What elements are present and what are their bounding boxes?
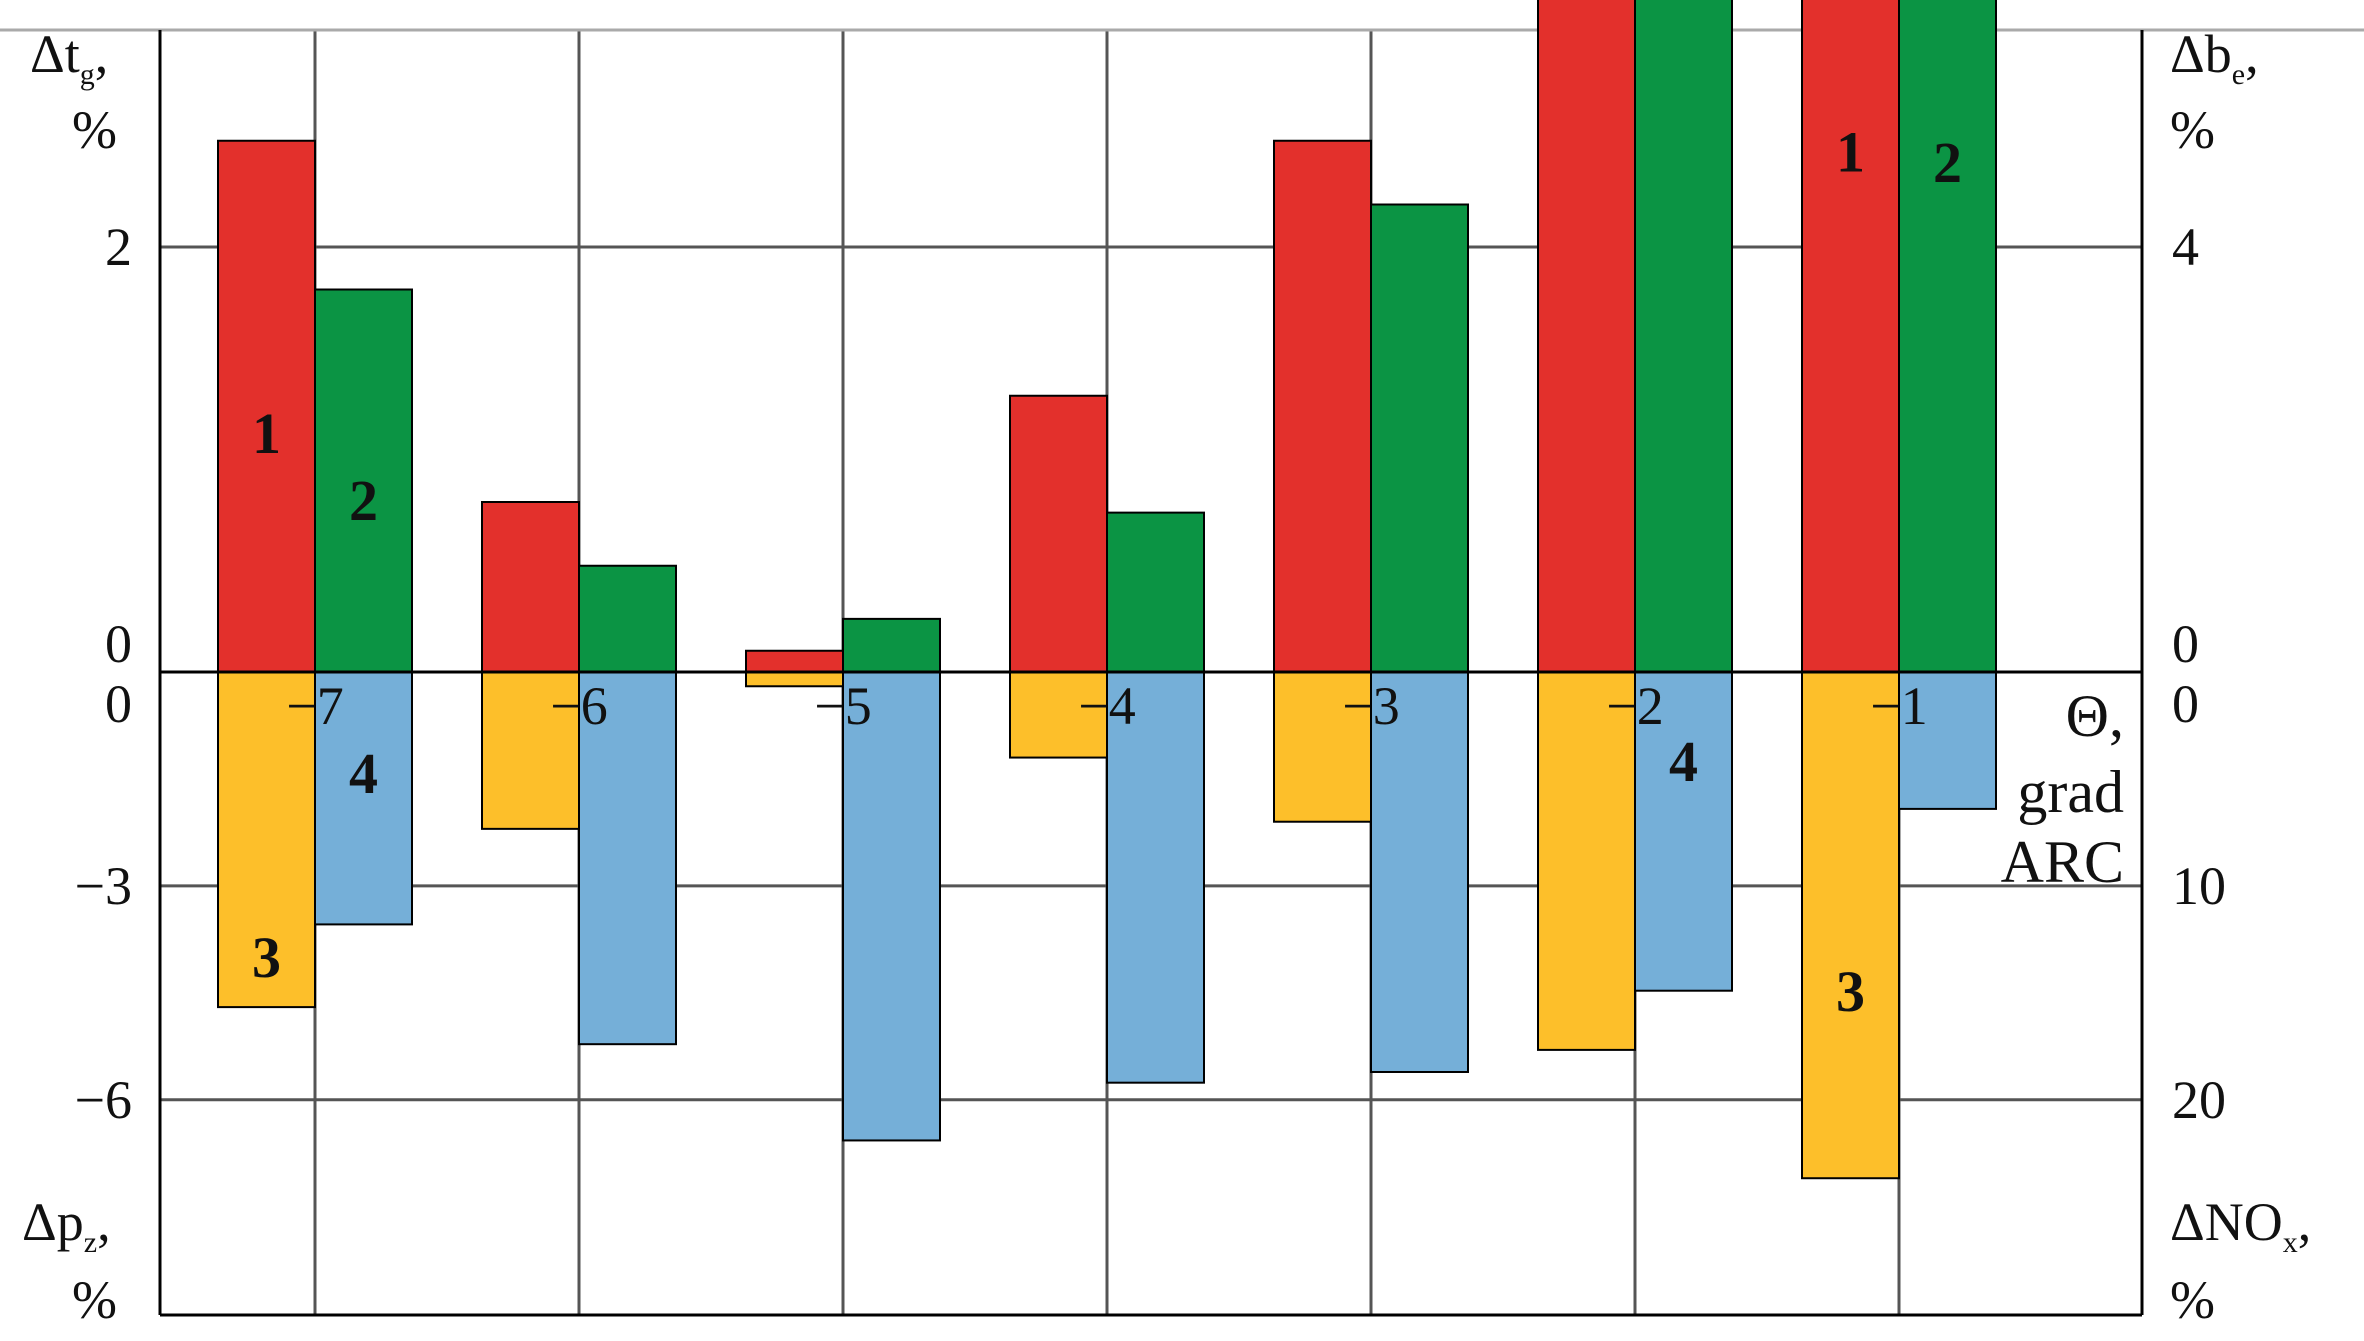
bar-series-2 — [314, 288, 413, 673]
plot-frame — [158, 30, 2144, 1317]
bar-number-label: 4 — [349, 741, 378, 806]
bar-series-2 — [1898, 0, 1997, 673]
left-bottom-axis-title: Δpz, — [22, 1192, 111, 1259]
bar-series-3 — [1537, 671, 1636, 1051]
bar-series-3 — [1801, 671, 1900, 1180]
bar-number-label: 1 — [1836, 119, 1865, 184]
bar-series-1 — [1009, 394, 1108, 673]
right-bottom-tick-label: 10 — [2172, 856, 2226, 916]
left-bottom-axis-title-tail: , — [97, 1192, 111, 1252]
left-bottom-axis-unit: % — [72, 1270, 117, 1330]
left-bottom-axis-title-sub: z — [84, 1226, 97, 1259]
x-tick-label: −5 — [814, 676, 871, 736]
left-bottom-axis-title-main: Δp — [22, 1192, 84, 1252]
left-top-tick-label: 2 — [105, 217, 132, 277]
bar-series-1 — [217, 139, 316, 673]
right-bottom-axis-title-sub: x — [2283, 1226, 2298, 1259]
right-top-tick-label: 4 — [2172, 217, 2199, 277]
x-tick-label: −6 — [550, 676, 607, 736]
x-tick-label: −1 — [1870, 676, 1927, 736]
left-top-axis-unit: % — [72, 100, 117, 160]
bar-series-1 — [745, 649, 844, 673]
left-bottom-tick-label: −6 — [75, 1070, 132, 1130]
bar-series-4 — [1106, 671, 1205, 1084]
bar-series-4 — [314, 671, 413, 926]
bar-number-label: 3 — [252, 925, 281, 990]
bar-number-label: 3 — [1836, 959, 1865, 1024]
right-bottom-axis-unit: % — [2170, 1270, 2215, 1330]
right-top-axis-title: Δbe, — [2170, 24, 2259, 91]
right-top-tick-label: 0 — [2172, 614, 2199, 674]
bar-series-4 — [842, 671, 941, 1142]
bar-series-4 — [1898, 671, 1997, 810]
bar-series-2 — [578, 564, 677, 673]
x-axis-label-line-1: Θ, — [2066, 683, 2124, 749]
bar-series-1 — [1537, 0, 1636, 673]
x-tick-label: −7 — [286, 676, 343, 736]
bar-series-2 — [1634, 0, 1733, 673]
bar-series-2 — [1370, 203, 1469, 673]
right-top-axis-title-main: Δb — [2170, 24, 2232, 84]
left-top-axis-title-tail: , — [95, 24, 109, 84]
left-bottom-tick-label: −3 — [75, 856, 132, 916]
right-top-axis-title-tail: , — [2245, 24, 2259, 84]
x-tick-label: −4 — [1078, 676, 1135, 736]
bar-number-label: 4 — [1669, 729, 1698, 794]
left-top-axis-title-sub: g — [80, 58, 95, 91]
right-bottom-axis-title: ΔNOx, — [2170, 1192, 2311, 1259]
bar-number-label: 2 — [1933, 130, 1962, 195]
bar-series-3 — [1273, 671, 1372, 823]
x-tick-label: −2 — [1606, 676, 1663, 736]
bar-number-label: 2 — [349, 468, 378, 533]
left-top-axis-title: Δtg, — [30, 24, 108, 91]
x-axis-label-line-2: grad — [2017, 759, 2124, 825]
left-top-axis-title-main: Δt — [30, 24, 80, 84]
bar-series-1 — [481, 501, 580, 673]
right-bottom-tick-label: 20 — [2172, 1070, 2226, 1130]
right-top-axis-unit: % — [2170, 100, 2215, 160]
left-top-tick-label: 0 — [105, 614, 132, 674]
right-top-axis-title-sub: e — [2232, 58, 2245, 91]
right-bottom-tick-label: 0 — [2172, 674, 2199, 734]
right-bottom-axis-title-tail: , — [2298, 1192, 2312, 1252]
bar-series-1 — [1801, 0, 1900, 673]
bar-number-label: 1 — [252, 401, 281, 466]
bar-series-1 — [1273, 139, 1372, 673]
bars — [217, 0, 1997, 1180]
x-tick-label: −3 — [1342, 676, 1399, 736]
bar-series-2 — [842, 617, 941, 673]
bar-series-4 — [578, 671, 677, 1046]
right-bottom-axis-title-main: ΔNO — [2170, 1192, 2283, 1252]
bar-series-2 — [1106, 511, 1205, 673]
left-bottom-tick-label: 0 — [105, 674, 132, 734]
x-axis-label-line-3: ARC — [2001, 829, 2124, 895]
